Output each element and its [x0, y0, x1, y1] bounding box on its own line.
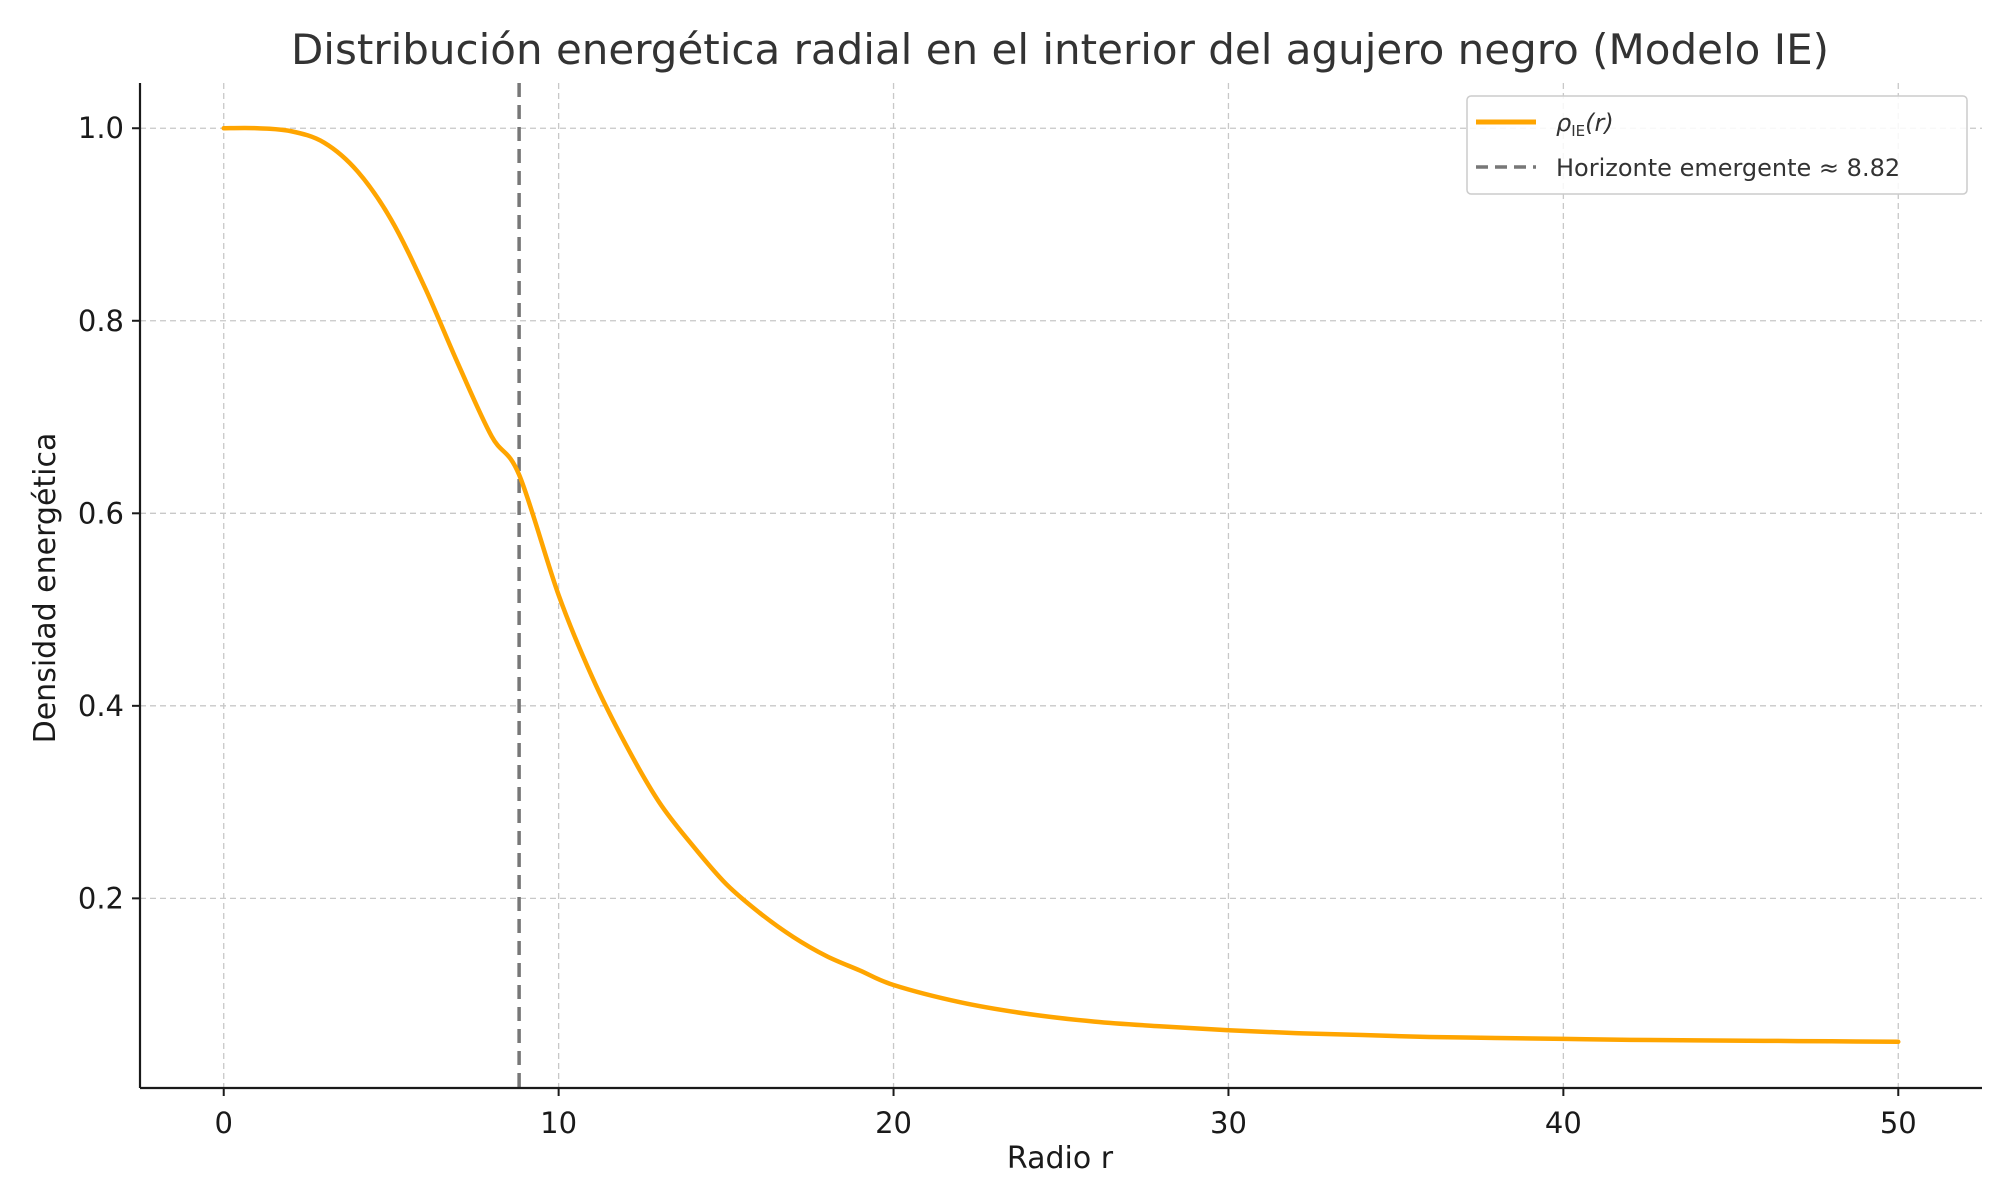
legend-label-density: ρIE(r) [1556, 109, 1614, 140]
y-tick-label: 1.0 [78, 111, 124, 145]
x-axis-label: Radio r [1007, 1141, 1114, 1176]
grid [140, 83, 1982, 1088]
legend-label-density-main: ρ [1556, 109, 1571, 137]
chart-title: Distribución energética radial en el int… [291, 25, 1829, 74]
x-tick-label: 50 [1880, 1106, 1917, 1140]
legend-label-horizon: Horizonte emergente ≈ 8.82 [1556, 154, 1900, 182]
series-line-density [221, 125, 1901, 1045]
axes [138, 83, 1982, 1090]
y-tick-label: 0.2 [78, 881, 124, 915]
legend-label-density-arg: (r) [1585, 109, 1614, 137]
x-tick-label: 10 [540, 1106, 577, 1140]
y-tick-label: 0.4 [78, 689, 124, 723]
y-axis-label: Densidad energética [28, 433, 63, 744]
legend-frame [1466, 95, 1968, 195]
legend-label-density-sub: IE [1571, 122, 1585, 140]
x-tick-label: 30 [1210, 1106, 1247, 1140]
ticks: 0 10 20 30 40 50 0.2 0.4 0.6 0.8 1.0 [78, 111, 1917, 1140]
x-tick-label: 0 [215, 1106, 233, 1140]
legend: ρIE(r) Horizonte emergente ≈ 8.82 [1466, 95, 1968, 195]
x-tick-label: 20 [875, 1106, 912, 1140]
y-tick-label: 0.8 [78, 304, 124, 338]
series-layer [221, 83, 1901, 1088]
y-tick-label: 0.6 [78, 496, 124, 530]
x-tick-label: 40 [1545, 1106, 1582, 1140]
